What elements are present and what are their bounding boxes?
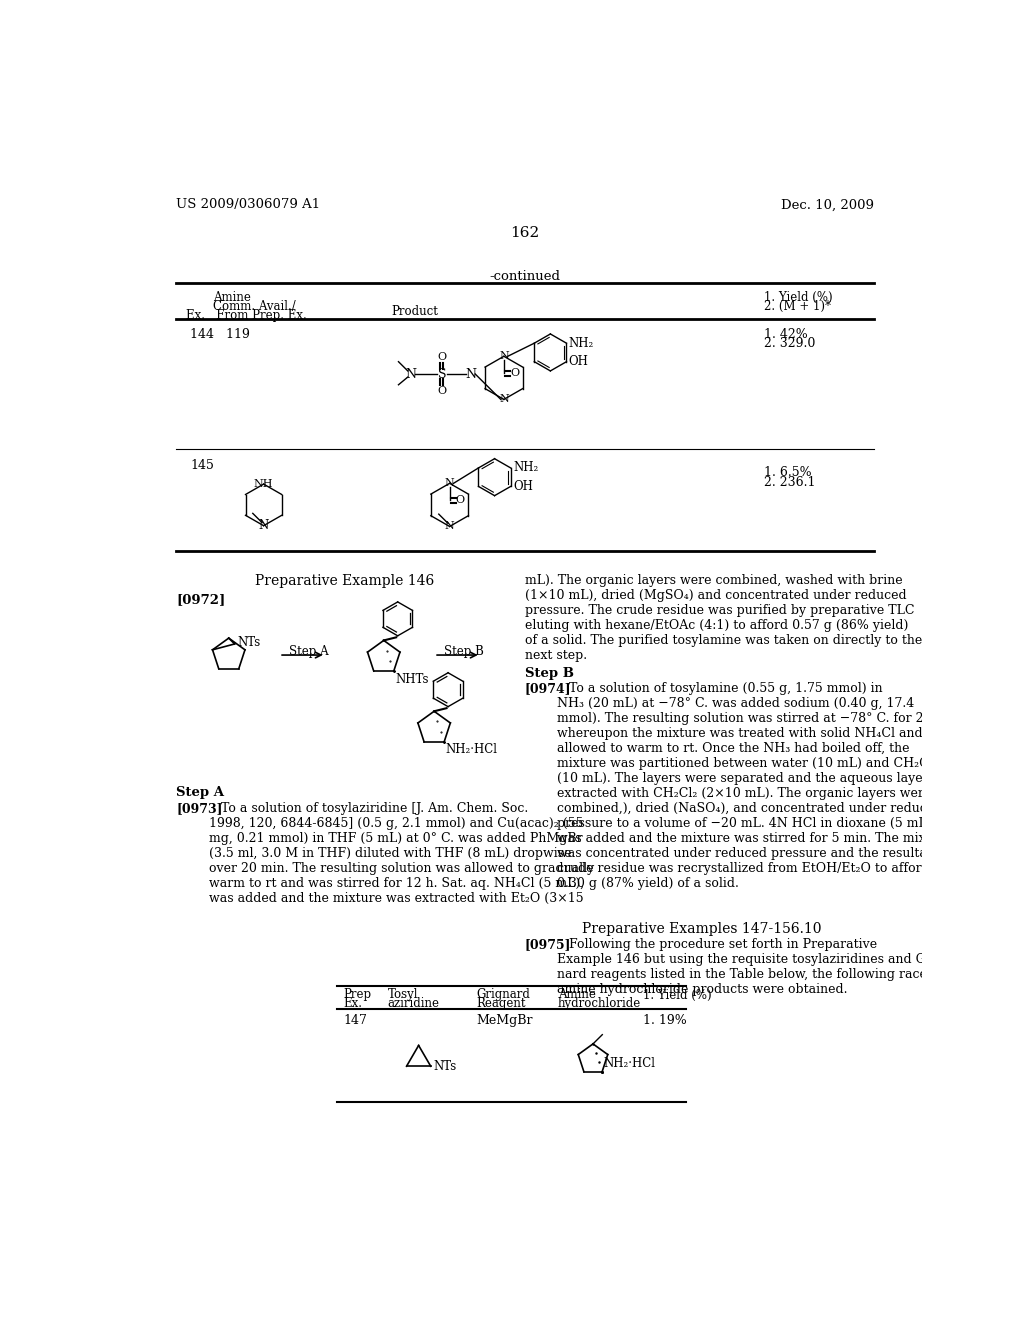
- Text: 147: 147: [343, 1014, 368, 1027]
- Text: 2. 236.1: 2. 236.1: [764, 475, 815, 488]
- Text: N: N: [499, 351, 509, 362]
- Text: NH₂·HCl: NH₂·HCl: [445, 743, 498, 756]
- Text: N: N: [444, 521, 455, 532]
- Text: O: O: [510, 368, 519, 379]
- Text: 145: 145: [190, 459, 214, 471]
- Text: Grignard: Grignard: [477, 989, 530, 1002]
- Text: O: O: [456, 495, 465, 506]
- Text: [0975]: [0975]: [524, 939, 571, 952]
- Text: -continued: -continued: [489, 271, 560, 282]
- Text: 1. 6.5%: 1. 6.5%: [764, 466, 811, 479]
- Text: N: N: [258, 519, 268, 532]
- Text: Dec. 10, 2009: Dec. 10, 2009: [780, 198, 873, 211]
- Text: NH₂: NH₂: [568, 337, 594, 350]
- Text: O: O: [437, 352, 446, 362]
- Text: 2. 329.0: 2. 329.0: [764, 337, 815, 350]
- Text: 2. (M + 1)*: 2. (M + 1)*: [764, 300, 830, 313]
- Text: Step B: Step B: [444, 645, 484, 659]
- Text: Reagent: Reagent: [477, 997, 526, 1010]
- Text: To a solution of tosylamine (0.55 g, 1.75 mmol) in
NH₃ (20 mL) at −78° C. was ad: To a solution of tosylamine (0.55 g, 1.7…: [557, 682, 957, 890]
- Text: S: S: [437, 367, 446, 380]
- Text: Amine: Amine: [213, 290, 251, 304]
- Text: Step A: Step A: [176, 785, 224, 799]
- Text: Preparative Example 146: Preparative Example 146: [255, 574, 434, 589]
- Text: Ex.: Ex.: [343, 997, 362, 1010]
- Text: US 2009/0306079 A1: US 2009/0306079 A1: [176, 198, 321, 211]
- Text: Tosyl: Tosyl: [388, 989, 418, 1002]
- Text: N: N: [499, 395, 509, 404]
- Text: NTs: NTs: [433, 1060, 457, 1073]
- Text: Product: Product: [391, 305, 438, 318]
- Text: To a solution of tosylaziridine [J. Am. Chem. Soc.
1998, 120, 6844-6845] (0.5 g,: To a solution of tosylaziridine [J. Am. …: [209, 803, 594, 906]
- Text: 144   119: 144 119: [190, 327, 250, 341]
- Text: Comm. Avail./: Comm. Avail./: [213, 300, 296, 313]
- Text: NHTs: NHTs: [395, 673, 429, 685]
- Text: [0973]: [0973]: [176, 803, 222, 816]
- Text: NH₂·HCl: NH₂·HCl: [604, 1057, 655, 1071]
- Text: Prep: Prep: [343, 989, 372, 1002]
- Text: Preparative Examples 147-156.10: Preparative Examples 147-156.10: [582, 923, 821, 936]
- Text: hydrochloride: hydrochloride: [558, 997, 641, 1010]
- Text: 1. Yield (%): 1. Yield (%): [643, 989, 712, 1002]
- Text: 1. 19%: 1. 19%: [643, 1014, 687, 1027]
- Text: NH₂: NH₂: [513, 462, 539, 474]
- Text: mL). The organic layers were combined, washed with brine
(1×10 mL), dried (MgSO₄: mL). The organic layers were combined, w…: [524, 574, 922, 663]
- Text: [0974]: [0974]: [524, 682, 571, 696]
- Text: N: N: [444, 478, 455, 488]
- Text: Step B: Step B: [524, 667, 573, 680]
- Text: N: N: [406, 367, 417, 380]
- Text: aziridine: aziridine: [388, 997, 439, 1010]
- Text: NTs: NTs: [237, 636, 260, 649]
- Text: NH: NH: [254, 479, 273, 490]
- Text: O: O: [437, 385, 446, 396]
- Text: [0972]: [0972]: [176, 594, 225, 606]
- Text: 1. Yield (%): 1. Yield (%): [764, 290, 833, 304]
- Text: Step A: Step A: [289, 645, 329, 659]
- Text: OH: OH: [513, 480, 532, 492]
- Text: 162: 162: [510, 226, 540, 240]
- Text: MeMgBr: MeMgBr: [477, 1014, 534, 1027]
- Text: OH: OH: [568, 355, 589, 368]
- Text: Amine: Amine: [558, 989, 596, 1002]
- Text: N: N: [465, 367, 476, 380]
- Text: Ex.   From Prep. Ex.: Ex. From Prep. Ex.: [186, 309, 307, 322]
- Text: Following the procedure set forth in Preparative
Example 146 but using the requi: Following the procedure set forth in Pre…: [557, 939, 950, 997]
- Text: 1. 42%: 1. 42%: [764, 327, 807, 341]
